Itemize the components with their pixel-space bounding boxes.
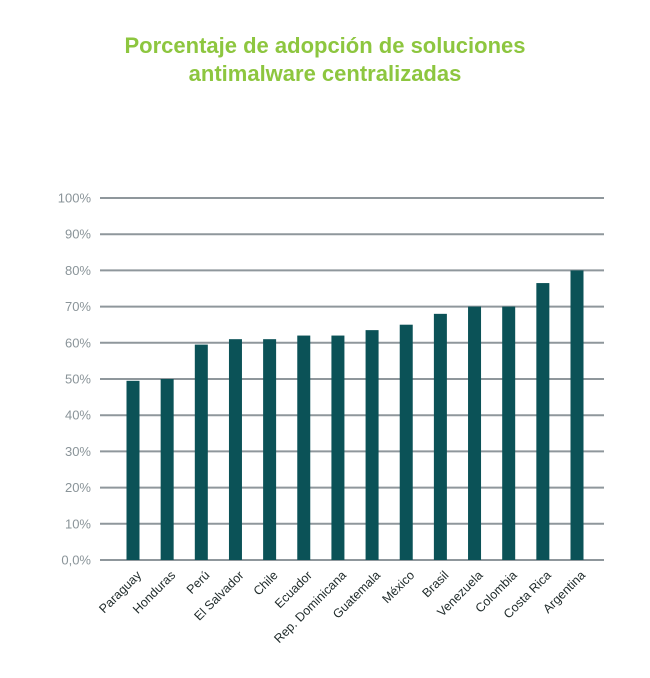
bar-colombia [502,306,516,560]
gridlines [100,197,604,561]
bars [126,270,584,560]
y-axis-tick-labels: 0,0% 10% 20% 30% 40% 50% 60% 70% 80% 90% 100% [58,191,92,568]
bar-honduras [160,379,174,560]
bar-brasil [433,313,447,560]
y-tick-label: 50% [65,372,91,387]
y-tick-label: 0,0% [61,553,91,568]
bar-paraguay [126,380,140,560]
y-tick-label: 30% [65,444,91,459]
chart-title: Porcentaje de adopción de soluciones ant… [0,32,650,88]
y-tick-label: 100% [58,191,92,206]
chart-title-line-1: Porcentaje de adopción de soluciones [124,33,526,58]
bar-argentina [570,270,584,560]
bar-venezuela [468,306,482,560]
bar-m-xico [399,324,413,560]
bar-guatemala [365,330,379,560]
y-tick-label: 80% [65,263,91,278]
bar-costa-rica [536,283,550,560]
x-category-label: México [379,568,417,606]
y-tick-label: 60% [65,335,91,350]
y-tick-label: 40% [65,408,91,423]
y-tick-label: 10% [65,516,91,531]
bar-chile [263,339,277,560]
y-tick-label: 20% [65,480,91,495]
bar-el-salvador [228,339,242,560]
x-category-label: Brasil [419,568,451,600]
y-tick-label: 70% [65,299,91,314]
x-category-label: Perú [184,568,213,597]
x-category-label: Chile [251,568,281,598]
bar-rep-dominicana [331,335,345,560]
chart-title-line-2: antimalware centralizadas [188,61,462,86]
bar-ecuador [297,335,311,560]
bar-per- [194,344,208,560]
y-tick-label: 90% [65,227,91,242]
